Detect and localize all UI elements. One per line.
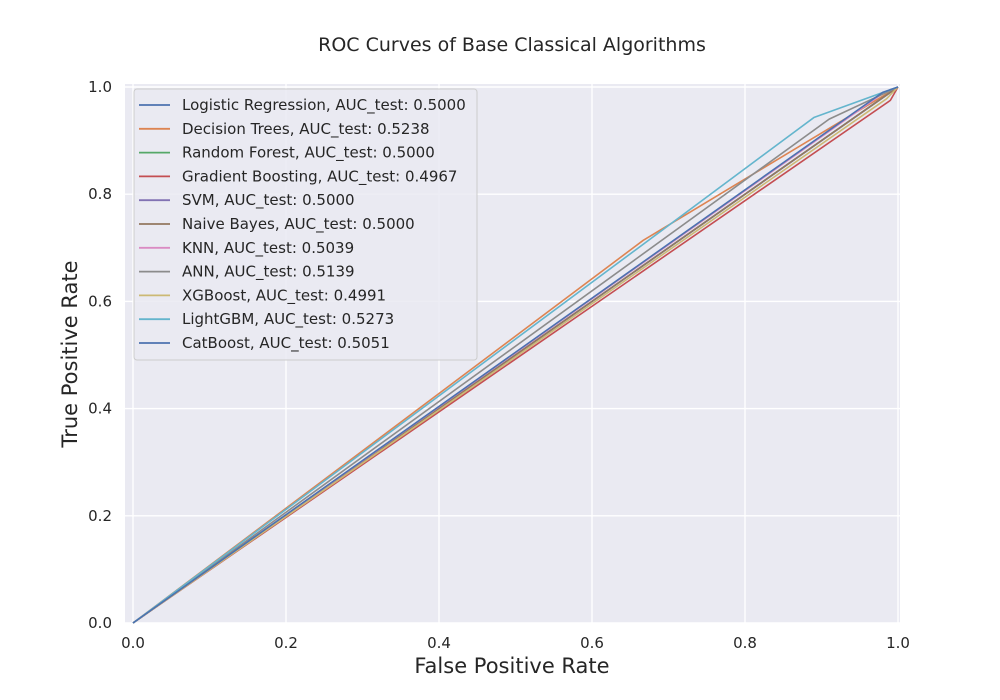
legend-label-1: Decision Trees, AUC_test: 0.5238	[182, 120, 430, 139]
legend-label-2: Random Forest, AUC_test: 0.5000	[182, 144, 435, 163]
y-tick-label-5: 1.0	[88, 78, 112, 96]
y-tick-label-2: 0.4	[88, 400, 112, 418]
legend-label-3: Gradient Boosting, AUC_test: 0.4967	[182, 167, 457, 186]
legend-label-7: ANN, AUC_test: 0.5139	[182, 263, 355, 282]
roc-curve-10	[132, 86, 899, 624]
y-tick-labels: 0.0 0.2 0.4 0.6 0.8 1.0	[88, 78, 112, 632]
legend-label-0: Logistic Regression, AUC_test: 0.5000	[182, 96, 466, 115]
x-tick-label-1: 0.2	[274, 634, 298, 652]
x-tick-labels: 0.0 0.2 0.4 0.6 0.8 1.0	[121, 634, 910, 652]
y-tick-label-4: 0.8	[88, 185, 112, 203]
chart-title: ROC Curves of Base Classical Algorithms	[318, 34, 706, 56]
roc-curve-9	[132, 86, 899, 624]
roc-curve-1	[132, 86, 899, 624]
y-tick-label-3: 0.6	[88, 292, 112, 310]
x-tick-label-0: 0.0	[121, 634, 145, 652]
legend-label-6: KNN, AUC_test: 0.5039	[182, 239, 354, 258]
x-axis-label: False Positive Rate	[414, 654, 609, 678]
series-layer	[132, 86, 899, 624]
x-tick-label-2: 0.4	[427, 634, 451, 652]
y-tick-label-1: 0.2	[88, 507, 112, 525]
legend-label-9: LightGBM, AUC_test: 0.5273	[182, 310, 394, 329]
legend-label-5: Naive Bayes, AUC_test: 0.5000	[182, 215, 415, 234]
x-tick-label-3: 0.6	[580, 634, 604, 652]
x-tick-label-5: 1.0	[886, 634, 910, 652]
y-tick-label-0: 0.0	[88, 614, 112, 632]
legend-label-10: CatBoost, AUC_test: 0.5051	[182, 334, 390, 353]
legend-frame	[133, 88, 478, 361]
roc-curve-8	[132, 86, 899, 624]
legend-label-8: XGBoost, AUC_test: 0.4991	[182, 286, 386, 305]
y-axis-label: True Positive Rate	[58, 260, 82, 448]
x-tick-label-4: 0.8	[733, 634, 757, 652]
legend: Logistic Regression, AUC_test: 0.5000 Dec…	[133, 88, 478, 361]
legend-label-4: SVM, AUC_test: 0.5000	[182, 191, 355, 210]
roc-curve-3	[132, 86, 899, 624]
